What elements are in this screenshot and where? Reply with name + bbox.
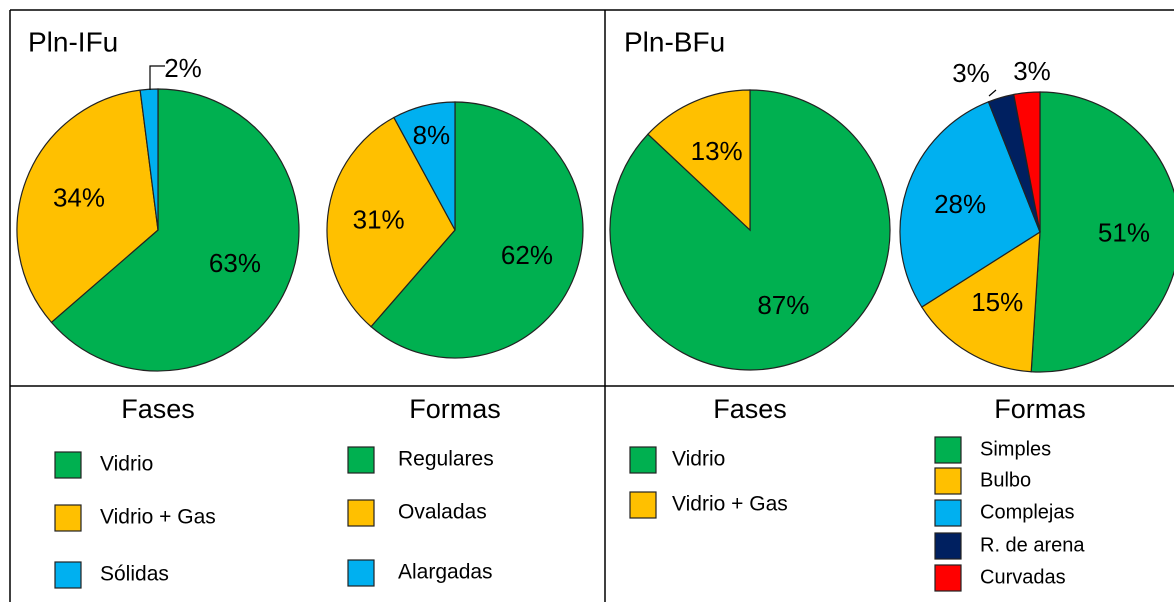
legend-label: Regulares: [398, 448, 494, 471]
data-label: 31%: [353, 205, 405, 235]
legend-swatch: [347, 446, 375, 474]
leader-line: [149, 65, 165, 90]
pie-slice: [393, 101, 456, 231]
data-label: 28%: [934, 189, 986, 219]
legend-label: Sólidas: [100, 563, 169, 586]
legend-swatch: [629, 446, 657, 474]
legend-label: Vidrio: [100, 453, 153, 476]
legend-swatch: [934, 564, 962, 592]
legend-swatch: [54, 451, 82, 479]
legend-swatch: [934, 499, 962, 527]
data-label: 8%: [413, 120, 451, 150]
pie-slice: [50, 88, 300, 372]
legend-title: Fases: [713, 394, 787, 424]
legend-title: Formas: [409, 394, 501, 424]
legend-label: Vidrio: [672, 448, 725, 471]
panel-title: Pln-BFu: [624, 26, 725, 57]
legend-title: Formas: [994, 394, 1086, 424]
legend-label: Simples: [980, 438, 1051, 460]
data-label: 34%: [53, 183, 105, 213]
legend-swatch: [934, 436, 962, 464]
pie-slice: [1013, 91, 1041, 233]
pie-slice: [326, 116, 456, 328]
pie-slice: [139, 88, 159, 231]
legend-label: Bulbo: [980, 469, 1031, 491]
legend-swatch: [629, 491, 657, 519]
legend-swatch: [54, 561, 82, 589]
leader-line: [988, 89, 997, 97]
pie-slice: [16, 89, 159, 324]
data-label: 15%: [971, 287, 1023, 317]
legend-swatch: [54, 504, 82, 532]
legend-label: Ovaladas: [398, 501, 487, 524]
legend-label: Alargadas: [398, 561, 493, 584]
legend-label: Complejas: [980, 501, 1074, 523]
legend-swatch: [934, 467, 962, 495]
data-label: 13%: [691, 136, 743, 166]
data-label: 87%: [757, 290, 809, 320]
panel-title: Pln-IFu: [28, 26, 118, 57]
pie-slice: [370, 101, 584, 359]
data-label: 3%: [952, 58, 990, 88]
legend-swatch: [934, 532, 962, 560]
data-label: 51%: [1098, 218, 1150, 248]
pie-slice: [899, 101, 1041, 308]
pie-slice: [647, 89, 751, 232]
data-label: 63%: [209, 248, 261, 278]
legend-title: Fases: [121, 394, 195, 424]
data-label: 62%: [501, 240, 553, 270]
data-label: 3%: [1013, 56, 1051, 86]
pie-slice: [920, 230, 1041, 373]
legend-swatch: [347, 559, 375, 587]
legend-label: Curvadas: [980, 566, 1066, 588]
pie-slice: [1030, 91, 1174, 373]
legend-swatch: [347, 499, 375, 527]
data-label: 2%: [164, 53, 202, 83]
legend-label: Vidrio + Gas: [672, 493, 788, 516]
legend-label: Vidrio + Gas: [100, 506, 216, 529]
legend-label: R. de arena: [980, 534, 1085, 556]
